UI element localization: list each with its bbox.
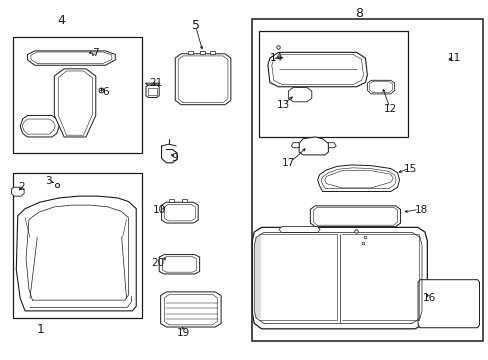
Polygon shape <box>188 51 193 54</box>
Text: 16: 16 <box>422 293 435 303</box>
Text: 2: 2 <box>18 182 24 192</box>
Polygon shape <box>168 199 173 202</box>
Polygon shape <box>317 165 399 192</box>
Text: 17: 17 <box>281 158 294 168</box>
Polygon shape <box>252 227 427 329</box>
Polygon shape <box>146 85 159 98</box>
Text: 11: 11 <box>447 53 460 63</box>
Text: 15: 15 <box>403 164 416 174</box>
Polygon shape <box>328 143 335 148</box>
Text: 14: 14 <box>269 53 282 63</box>
Polygon shape <box>291 143 299 148</box>
Bar <box>13 37 142 153</box>
Text: 5: 5 <box>191 19 199 32</box>
Polygon shape <box>161 202 198 223</box>
Ellipse shape <box>450 289 469 323</box>
Bar <box>251 19 483 341</box>
Text: 19: 19 <box>177 328 190 338</box>
Polygon shape <box>310 206 400 226</box>
Polygon shape <box>267 52 366 87</box>
Polygon shape <box>159 255 199 274</box>
Polygon shape <box>199 51 204 54</box>
Polygon shape <box>27 51 115 65</box>
Polygon shape <box>417 280 479 328</box>
Text: 6: 6 <box>102 87 109 97</box>
Polygon shape <box>288 87 311 102</box>
Text: 1: 1 <box>37 323 44 336</box>
Text: 21: 21 <box>149 78 162 88</box>
Polygon shape <box>279 226 320 232</box>
Polygon shape <box>366 80 394 94</box>
Polygon shape <box>210 51 215 54</box>
Text: 9: 9 <box>171 153 177 163</box>
Polygon shape <box>160 292 221 327</box>
Polygon shape <box>20 116 59 137</box>
Polygon shape <box>182 199 186 202</box>
Text: 10: 10 <box>153 206 166 216</box>
Text: 12: 12 <box>384 104 397 114</box>
Text: 18: 18 <box>413 206 427 216</box>
Text: 8: 8 <box>354 7 363 20</box>
Text: 7: 7 <box>92 48 99 58</box>
Polygon shape <box>11 187 24 196</box>
Ellipse shape <box>425 289 446 323</box>
Text: 3: 3 <box>45 176 52 186</box>
Polygon shape <box>16 196 136 311</box>
Bar <box>184 61 224 98</box>
Polygon shape <box>145 83 159 85</box>
Polygon shape <box>175 54 230 105</box>
Bar <box>13 173 142 318</box>
Text: 4: 4 <box>58 14 65 27</box>
Polygon shape <box>299 137 328 155</box>
Text: 20: 20 <box>151 258 164 268</box>
Polygon shape <box>54 69 96 137</box>
Bar <box>259 31 407 137</box>
Text: 13: 13 <box>276 100 289 110</box>
